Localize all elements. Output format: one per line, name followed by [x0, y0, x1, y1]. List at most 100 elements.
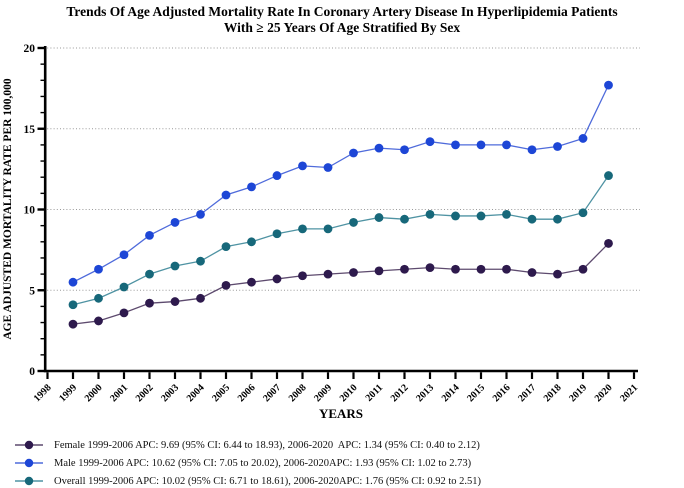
data-point-male-2018	[553, 142, 562, 151]
y-tick-label-5: 5	[29, 285, 35, 297]
data-point-overall-2007	[272, 229, 282, 239]
data-point-male-2012	[400, 145, 409, 155]
data-point-female-2002	[145, 298, 154, 308]
data-point-female-2003	[170, 297, 180, 306]
data-point-overall-2017	[527, 214, 537, 224]
chart-title-line1: Trends Of Age Adjusted Mortality Rate In…	[66, 4, 618, 19]
data-point-male-2003	[170, 218, 180, 227]
chart-title-line2: With ≥ 25 Years Of Age Stratified By Sex	[223, 20, 461, 35]
y-tick-label-10: 10	[24, 205, 36, 217]
data-point-female-2012	[400, 264, 409, 274]
data-point-overall-1999	[68, 300, 78, 310]
data-point-overall-2013	[425, 209, 435, 219]
x-tick-label-2016: 2016	[491, 382, 513, 404]
data-point-female-2016	[502, 264, 511, 274]
data-point-overall-2012	[400, 214, 409, 224]
x-tick-label-2015: 2015	[465, 382, 487, 404]
x-tick-label-2020: 2020	[593, 382, 615, 404]
legend-marker-overall-icon	[15, 476, 43, 486]
x-tick-label-2021: 2021	[618, 382, 640, 404]
y-tick-label-15: 15	[24, 124, 36, 136]
x-tick-label-2010: 2010	[338, 382, 360, 404]
data-point-overall-2014	[451, 211, 460, 221]
data-point-male-2011	[374, 143, 384, 153]
legend-marker-female-icon	[15, 440, 43, 450]
data-point-female-2009	[323, 269, 333, 279]
y-tick-label-20: 20	[24, 43, 36, 55]
series-line-female	[72, 242, 609, 325]
x-tick-label-2005: 2005	[210, 382, 232, 404]
x-tick-label-2000: 2000	[83, 382, 105, 404]
x-tick-label-2001: 2001	[108, 382, 130, 404]
data-point-overall-2003	[170, 261, 180, 271]
data-point-female-2005	[221, 281, 231, 290]
data-point-male-2001	[119, 250, 129, 260]
data-point-overall-2020	[604, 171, 613, 180]
data-point-male-2004	[196, 209, 205, 219]
data-point-overall-2016	[502, 209, 511, 219]
data-point-overall-2001	[119, 282, 129, 292]
data-point-overall-2009	[323, 224, 333, 234]
x-tick-label-2002: 2002	[134, 382, 156, 404]
legend-row-overall: Overall 1999-2006 APC: 10.02 (95% CI: 6.…	[14, 472, 674, 488]
x-tick-label-2008: 2008	[287, 382, 309, 404]
data-point-overall-2008	[298, 224, 307, 234]
legend-marker-male-icon	[15, 458, 43, 468]
x-axis-title: YEARS	[319, 406, 363, 421]
data-point-female-2006	[247, 277, 256, 287]
x-tick-label-2009: 2009	[312, 382, 334, 404]
series-line-overall	[72, 175, 610, 306]
data-point-female-2008	[298, 271, 307, 281]
legend-label-overall: Overall 1999-2006 APC: 10.02 (95% CI: 6.…	[54, 475, 481, 487]
x-tick-label-2019: 2019	[567, 382, 589, 404]
x-tick-label-2013: 2013	[414, 382, 436, 404]
data-point-male-2000	[94, 264, 103, 274]
x-tick-label-2011: 2011	[364, 382, 386, 404]
data-point-male-2009	[323, 163, 333, 172]
data-point-overall-2005	[221, 242, 231, 252]
data-point-male-2015	[476, 140, 486, 150]
data-point-male-2008	[298, 161, 307, 171]
data-point-male-2013	[425, 137, 435, 147]
data-point-overall-2018	[553, 214, 562, 224]
data-point-male-2017	[527, 145, 537, 155]
data-point-female-2013	[425, 263, 435, 273]
data-point-male-2007	[272, 171, 282, 180]
x-tick-label-2014: 2014	[440, 382, 462, 404]
data-point-female-2017	[527, 268, 537, 277]
data-point-female-2015	[476, 264, 486, 274]
x-tick-label-2003: 2003	[159, 382, 181, 404]
legend-label-female: Female 1999-2006 APC: 9.69 (95% CI: 6.44…	[54, 439, 480, 451]
x-tick-label-1998: 1998	[32, 382, 54, 404]
y-tick-label-0: 0	[29, 366, 35, 378]
x-tick-label-1999: 1999	[57, 382, 79, 404]
data-point-overall-2002	[145, 269, 154, 279]
x-tick-label-2006: 2006	[236, 382, 258, 404]
data-point-female-2019	[578, 264, 588, 274]
data-point-overall-2000	[94, 293, 103, 303]
data-point-male-2006	[247, 182, 256, 192]
x-tick-label-2018: 2018	[542, 382, 564, 404]
series-line-male	[72, 84, 610, 283]
x-tick-label-2007: 2007	[261, 382, 283, 404]
data-point-female-1999	[68, 319, 78, 329]
data-point-male-2020	[604, 80, 613, 90]
data-point-male-1999	[68, 277, 78, 287]
data-point-female-2000	[94, 316, 103, 326]
chart-legend: Female 1999-2006 APC: 9.69 (95% CI: 6.44…	[14, 436, 674, 488]
data-point-overall-2019	[578, 208, 588, 218]
data-point-overall-2006	[247, 237, 256, 247]
data-point-male-2002	[145, 230, 154, 240]
mortality-trend-line-chart: 0 5 10 15 20 1998 1999 2000 2001 2002 2003 2004 2005…	[2, 43, 640, 421]
data-point-male-2016	[502, 140, 511, 150]
data-point-male-2005	[221, 190, 231, 200]
data-point-female-2018	[553, 269, 562, 279]
data-point-female-2001	[119, 308, 129, 318]
data-point-male-2019	[578, 134, 588, 143]
data-point-overall-2011	[374, 213, 384, 222]
chart-title: Trends Of Age Adjusted Mortality Rate In…	[0, 4, 684, 36]
x-tick-label-2012: 2012	[389, 382, 411, 404]
x-tick-label-2017: 2017	[516, 382, 538, 404]
x-tick-label-2004: 2004	[185, 382, 207, 404]
